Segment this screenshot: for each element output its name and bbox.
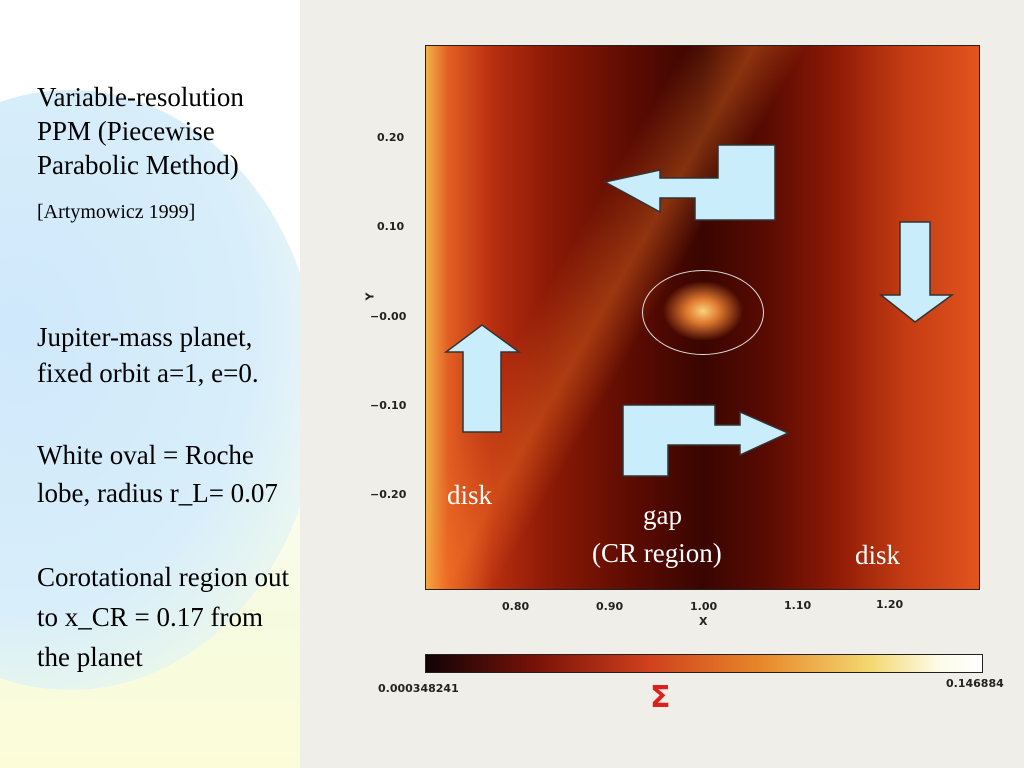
planet-text-2: fixed orbit a=1, e=0. — [37, 358, 259, 388]
cr-text-1: Corotational region out — [37, 562, 289, 592]
roche-lobe-oval — [642, 270, 764, 355]
decorative-blob — [0, 90, 300, 690]
down-arrow-icon — [878, 221, 955, 323]
curved-arrow-top-icon — [602, 144, 776, 221]
colorbar-min: 0.000348241 — [378, 682, 459, 695]
method-text-2: PPM (Piecewise — [37, 116, 215, 146]
cr-text-2: to x_CR = 0.17 from — [37, 602, 263, 632]
label-cr-region: (CR region) — [592, 538, 722, 568]
planet-text-1: Jupiter-mass planet, — [37, 322, 253, 352]
method-text-3: Parabolic Method) — [37, 150, 239, 180]
label-disk-right: disk — [855, 540, 901, 570]
up-arrow-icon — [443, 324, 522, 433]
y-tick: 0.20 — [377, 131, 405, 144]
x-tick: 1.00 — [690, 600, 718, 613]
method-text-1: Variable-resolution — [37, 82, 244, 112]
x-tick: 0.80 — [502, 600, 530, 613]
colorbar-max: 0.146884 — [946, 677, 1004, 690]
x-axis-label: X — [699, 615, 708, 628]
y-tick: −0.00 — [370, 310, 407, 323]
x-tick: 1.20 — [876, 598, 904, 611]
curved-arrow-bottom-icon — [622, 404, 790, 477]
y-tick: 0.10 — [377, 220, 405, 233]
x-tick: 1.10 — [784, 599, 812, 612]
y-tick: −0.10 — [370, 399, 407, 412]
roche-text-1: White oval = Roche — [37, 440, 254, 470]
roche-text-2: lobe, radius r_L= 0.07 — [37, 478, 278, 508]
citation: [Artymowicz 1999] — [37, 201, 196, 223]
colorbar-label: Σ — [650, 680, 671, 715]
slide-background — [0, 0, 300, 768]
y-axis-label: Y — [363, 292, 377, 301]
density-map — [425, 45, 980, 590]
colorbar — [425, 654, 983, 673]
label-gap: gap — [643, 500, 682, 530]
y-tick: −0.20 — [370, 488, 407, 501]
x-tick: 0.90 — [596, 600, 624, 613]
cr-text-3: the planet — [37, 642, 143, 672]
label-disk-left: disk — [447, 480, 493, 510]
